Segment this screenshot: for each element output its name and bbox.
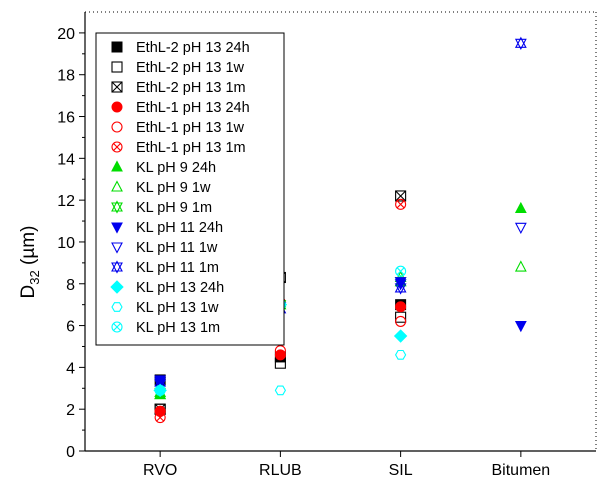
legend-marker (111, 81, 123, 93)
data-point (154, 412, 166, 424)
y-axis-label: D32 (µm) (18, 226, 42, 299)
data-point (154, 379, 167, 391)
data-point (154, 405, 166, 417)
data-point (154, 384, 166, 396)
legend-marker (111, 160, 123, 172)
legend-marker (111, 302, 123, 312)
data-point (394, 349, 407, 360)
legend-label: KL pH 11 1w (136, 240, 218, 256)
data-point (274, 345, 286, 357)
legend-marker (111, 242, 123, 254)
data-point (395, 190, 407, 202)
legend-box (95, 32, 285, 346)
y-tick-label: 2 (66, 402, 75, 419)
legend-label: KL pH 11 1m (136, 260, 219, 276)
y-tick-label: 18 (57, 68, 75, 85)
y-tick-label: 8 (66, 277, 75, 294)
legend-label: EthL-2 pH 13 1m (136, 80, 246, 96)
legend-marker (111, 61, 123, 73)
data-point (514, 260, 527, 272)
legend-marker (111, 101, 123, 113)
y-tick-label: 0 (66, 444, 75, 461)
data-point (394, 279, 407, 291)
tick-layer: 0 2 4 6 8 10 12 14 16 18 20 RVO RLUB SIL Bitumen (57, 26, 550, 479)
legend-label: KL pH 9 1m (136, 200, 212, 216)
legend-label: KL pH 13 1w (136, 300, 219, 316)
legend-marker (111, 200, 123, 214)
data-point (514, 36, 527, 51)
data-point (395, 265, 407, 277)
y-axis-title: D32 (µm) (18, 226, 42, 299)
legend-label: EthL-1 pH 13 1m (136, 140, 246, 156)
axes (84, 11, 597, 452)
legend-label: EthL-2 pH 13 1w (136, 60, 245, 76)
legend-marker (111, 222, 123, 234)
legend-marker (111, 260, 123, 274)
y-axis-title-subscript: 32 (27, 270, 42, 284)
legend-marker (111, 141, 123, 153)
data-point (274, 385, 287, 396)
y-axis-title-unit: (µm) (18, 226, 39, 271)
data-point (514, 201, 527, 214)
data-point (514, 321, 527, 333)
y-tick-label: 14 (57, 151, 75, 168)
y-tick-label: 6 (66, 319, 75, 336)
data-point (395, 198, 407, 210)
data-point (395, 301, 407, 313)
legend-label: EthL-1 pH 13 24h (136, 100, 250, 116)
legend-marker (111, 180, 123, 192)
legend-label: KL pH 9 1w (136, 180, 211, 196)
x-tick-label: RLUB (259, 462, 302, 479)
legend-marker (111, 121, 123, 133)
y-tick-label: 4 (66, 360, 75, 377)
legend-label: KL pH 9 24h (136, 160, 216, 176)
x-tick-label: SIL (389, 462, 413, 479)
legend-label: EthL-2 pH 13 24h (136, 40, 250, 56)
data-point (274, 349, 286, 361)
y-tick-label: 10 (57, 235, 75, 252)
y-tick-label: 20 (57, 26, 75, 43)
legend-label: KL pH 13 1m (136, 320, 220, 336)
legend-label: EthL-1 pH 13 1w (136, 120, 245, 136)
legend: EthL-2 pH 13 24h EthL-2 pH 13 1w EthL-2 pH… (95, 32, 285, 346)
data-point (394, 281, 407, 295)
y-tick-label: 16 (57, 110, 75, 127)
x-tick-label: Bitumen (492, 462, 551, 479)
legend-marker (110, 280, 124, 294)
x-tick-label: RVO (143, 462, 177, 479)
legend-marker (111, 321, 123, 333)
legend-marker (111, 41, 123, 53)
y-tick-label: 12 (57, 193, 75, 210)
legend-label: KL pH 13 24h (136, 280, 224, 296)
legend-label: KL pH 11 24h (136, 220, 223, 236)
y-axis-title-main: D (18, 285, 39, 299)
data-point (395, 315, 407, 327)
data-point (393, 329, 408, 343)
data-point (514, 222, 527, 234)
